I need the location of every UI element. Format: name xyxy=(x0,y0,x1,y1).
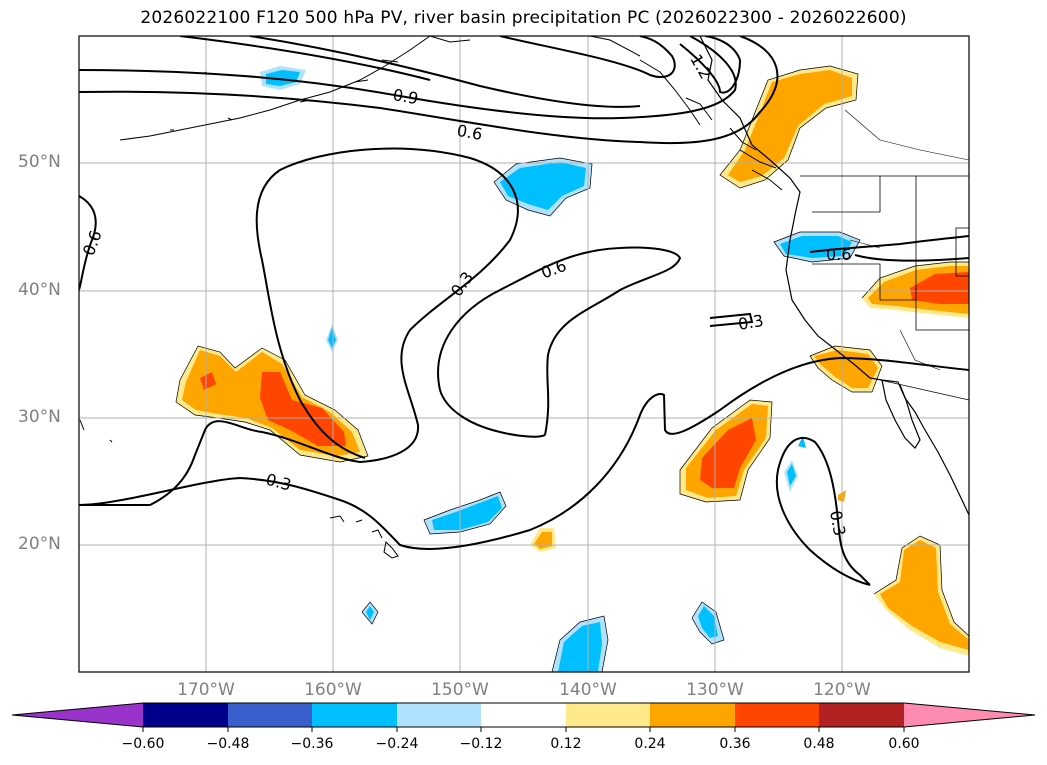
colorbar-bin xyxy=(735,703,819,727)
pv-contours xyxy=(79,36,969,586)
colorbar-tick-label: 0.24 xyxy=(634,736,666,752)
lon-label-120w: 120°W xyxy=(813,680,871,700)
contour-label-0-3-se: 0.3 xyxy=(826,509,849,537)
colorbar-bin xyxy=(143,703,228,727)
colorbar-bin xyxy=(481,703,566,727)
colorbar-bin xyxy=(228,703,312,727)
colorbar-bin xyxy=(819,703,904,727)
gridlines xyxy=(79,36,969,672)
lon-label-150w: 150°W xyxy=(431,680,489,700)
colorbar-bin xyxy=(397,703,481,727)
lon-label-160w: 160°W xyxy=(304,680,362,700)
contour-label-0-9: 0.9 xyxy=(391,85,419,108)
colorbar-tick-label: 0.12 xyxy=(550,736,582,752)
lat-label-30n: 30°N xyxy=(18,407,61,427)
contour-label-0-6-oregon: 0.6 xyxy=(826,245,851,264)
lon-label-170w: 170°W xyxy=(177,680,235,700)
colorbar-bin xyxy=(650,703,735,727)
colorbar-extend-low xyxy=(12,703,143,727)
colorbar-bin xyxy=(312,703,397,727)
colorbar-tick-label: −0.36 xyxy=(290,736,334,752)
map-frame xyxy=(78,35,970,673)
colorbar xyxy=(11,702,1036,732)
lon-label-140w: 140°W xyxy=(559,680,617,700)
lat-label-50n: 50°N xyxy=(18,152,61,172)
positive-precip-shading xyxy=(176,66,969,656)
contour-label-0-3-128w: 0.3 xyxy=(737,311,765,334)
colorbar-tick-label: 0.36 xyxy=(719,736,751,752)
colorbar-tick-label: −0.60 xyxy=(121,736,165,752)
colorbar-tick-label: 0.60 xyxy=(888,736,920,752)
colorbar-bin xyxy=(566,703,650,727)
colorbar-extend-high xyxy=(904,703,1035,727)
lat-label-40n: 40°N xyxy=(18,280,61,300)
contour-label-0-6-upper: 0.6 xyxy=(455,121,483,144)
lon-label-130w: 130°W xyxy=(686,680,744,700)
colorbar-tick-label: −0.24 xyxy=(375,736,419,752)
negative-precip-shading xyxy=(260,66,860,672)
colorbar-tick-label: 0.48 xyxy=(803,736,835,752)
colorbar-tick-label: −0.48 xyxy=(206,736,250,752)
colorbar-tick-label: −0.12 xyxy=(459,736,503,752)
precip-outline-contours xyxy=(175,65,969,672)
lat-label-20n: 20°N xyxy=(18,534,61,554)
figure-title: 2026022100 F120 500 hPa PV, river basin … xyxy=(140,8,907,28)
